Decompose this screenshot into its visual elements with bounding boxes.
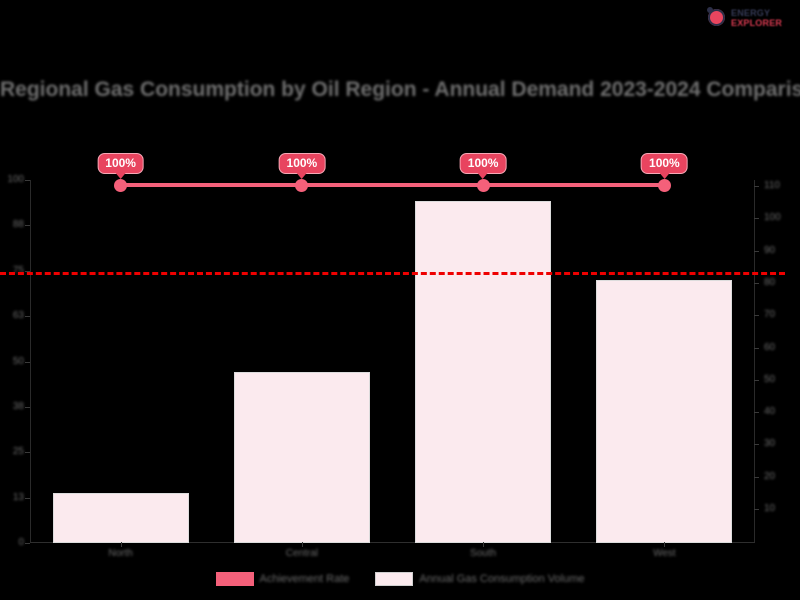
y-axis-right-tick	[754, 476, 759, 478]
badge-tail	[659, 173, 670, 179]
y-axis-right-tick	[754, 315, 759, 317]
y-axis-left-tick-label: 88	[12, 219, 24, 231]
y-axis-left-tick	[25, 543, 30, 544]
y-axis-left-tick	[25, 406, 30, 408]
y-axis-left-tick-label: 38	[12, 400, 24, 412]
y-axis-right-tick-label: 50	[764, 373, 776, 385]
bar[interactable]	[415, 201, 552, 543]
bar[interactable]	[233, 372, 370, 543]
y-axis-right-tick	[754, 250, 759, 252]
y-axis-left-tick-label: 13	[12, 491, 24, 503]
legend-label-consumption-volume: Annual Gas Consumption Volume	[419, 573, 585, 585]
legend-swatch-bar	[375, 572, 414, 586]
y-axis-right-tick	[754, 412, 759, 414]
y-axis-left-tick-label: 50	[12, 355, 24, 367]
data-point-marker[interactable]	[476, 178, 490, 192]
logo-line-2: EXPLORER	[731, 17, 783, 28]
badge-tail	[478, 173, 489, 179]
x-axis-label: South	[470, 548, 497, 559]
data-point-marker[interactable]	[295, 178, 309, 192]
x-axis-label: Central	[285, 548, 318, 559]
y-axis-right-tick-label: 80	[764, 276, 776, 288]
x-axis-tick	[483, 542, 485, 547]
x-axis-tick	[120, 542, 122, 547]
chart-legend: Achievement Rate Annual Gas Consumption …	[0, 572, 800, 586]
data-label-badge: 100%	[459, 153, 507, 179]
y-axis-left	[30, 180, 31, 543]
y-axis-left-tick	[25, 180, 30, 181]
y-axis-left-tick-label: 63	[12, 310, 24, 322]
y-axis-right-tick-label: 90	[764, 244, 776, 256]
data-point-marker[interactable]	[114, 178, 128, 192]
data-label-badge: 100%	[97, 153, 144, 179]
y-axis-right-tick-label: 60	[764, 341, 776, 353]
legend-item-achievement-rate[interactable]: Achievement Rate	[215, 572, 350, 586]
legend-item-consumption-volume[interactable]: Annual Gas Consumption Volume	[375, 572, 585, 586]
logo-line-1: ENERGY	[731, 7, 771, 18]
y-axis-right-tick-label: 30	[764, 438, 776, 450]
bar[interactable]	[596, 279, 733, 543]
y-axis-left-tick	[25, 270, 30, 272]
y-axis-right-tick-label: 40	[764, 406, 776, 418]
y-axis-right-tick-label: 70	[764, 309, 776, 321]
bar[interactable]	[52, 493, 189, 543]
y-axis-left-tick-label: 75	[12, 264, 24, 276]
legend-swatch-line	[215, 572, 254, 586]
y-axis-right-tick	[754, 444, 759, 446]
plot-area: 100 88 75 63 50 38 25 13 0 110 100 90 80 70 60 50 40 30 2…	[0, 174, 785, 559]
y-axis-right-tick	[754, 379, 759, 381]
legend-label-achievement-rate: Achievement Rate	[259, 573, 350, 585]
y-axis-left-tick	[25, 497, 30, 499]
y-axis-right-tick	[754, 347, 759, 349]
y-axis-left-tick	[25, 225, 30, 227]
x-axis	[30, 542, 755, 543]
y-axis-right-tick-label: 110	[764, 180, 780, 191]
y-axis-right-tick-label: 20	[764, 470, 776, 482]
y-axis-left-tick	[25, 452, 30, 454]
y-axis-left-tick	[25, 316, 30, 318]
data-label-badge: 100%	[278, 153, 326, 179]
y-axis-left-tick-label: 100	[7, 174, 24, 185]
y-axis-left-tick-label: 25	[12, 446, 24, 458]
achievement-rate-line	[120, 183, 665, 187]
x-axis-tick	[301, 542, 303, 547]
y-axis-right-tick-label: 100	[764, 212, 781, 224]
target-threshold-line	[0, 272, 785, 276]
data-label-badge: 100%	[641, 153, 688, 179]
y-axis-right-tick	[754, 509, 759, 510]
badge-tail	[296, 173, 307, 179]
y-axis-right-tick-label: 10	[764, 503, 776, 514]
x-axis-label: West	[653, 548, 676, 559]
x-axis-tick	[664, 542, 666, 547]
y-axis-right	[754, 180, 755, 543]
y-axis-right-tick	[754, 282, 759, 284]
badge-tail	[115, 173, 126, 179]
data-point-marker[interactable]	[657, 178, 671, 192]
y-axis-right-tick	[754, 218, 759, 220]
y-axis-left-tick-label: 0	[18, 537, 24, 548]
chart-title: Regional Gas Consumption by Oil Region -…	[0, 78, 800, 101]
x-axis-label: North	[108, 548, 133, 559]
logo-wordmark: ENERGY EXPLORER	[731, 7, 783, 28]
y-axis-left-tick	[25, 361, 30, 363]
brand-logo: ENERGY EXPLORER	[706, 4, 794, 32]
y-axis-right-tick	[754, 186, 759, 187]
logo-circle-icon	[706, 7, 728, 29]
